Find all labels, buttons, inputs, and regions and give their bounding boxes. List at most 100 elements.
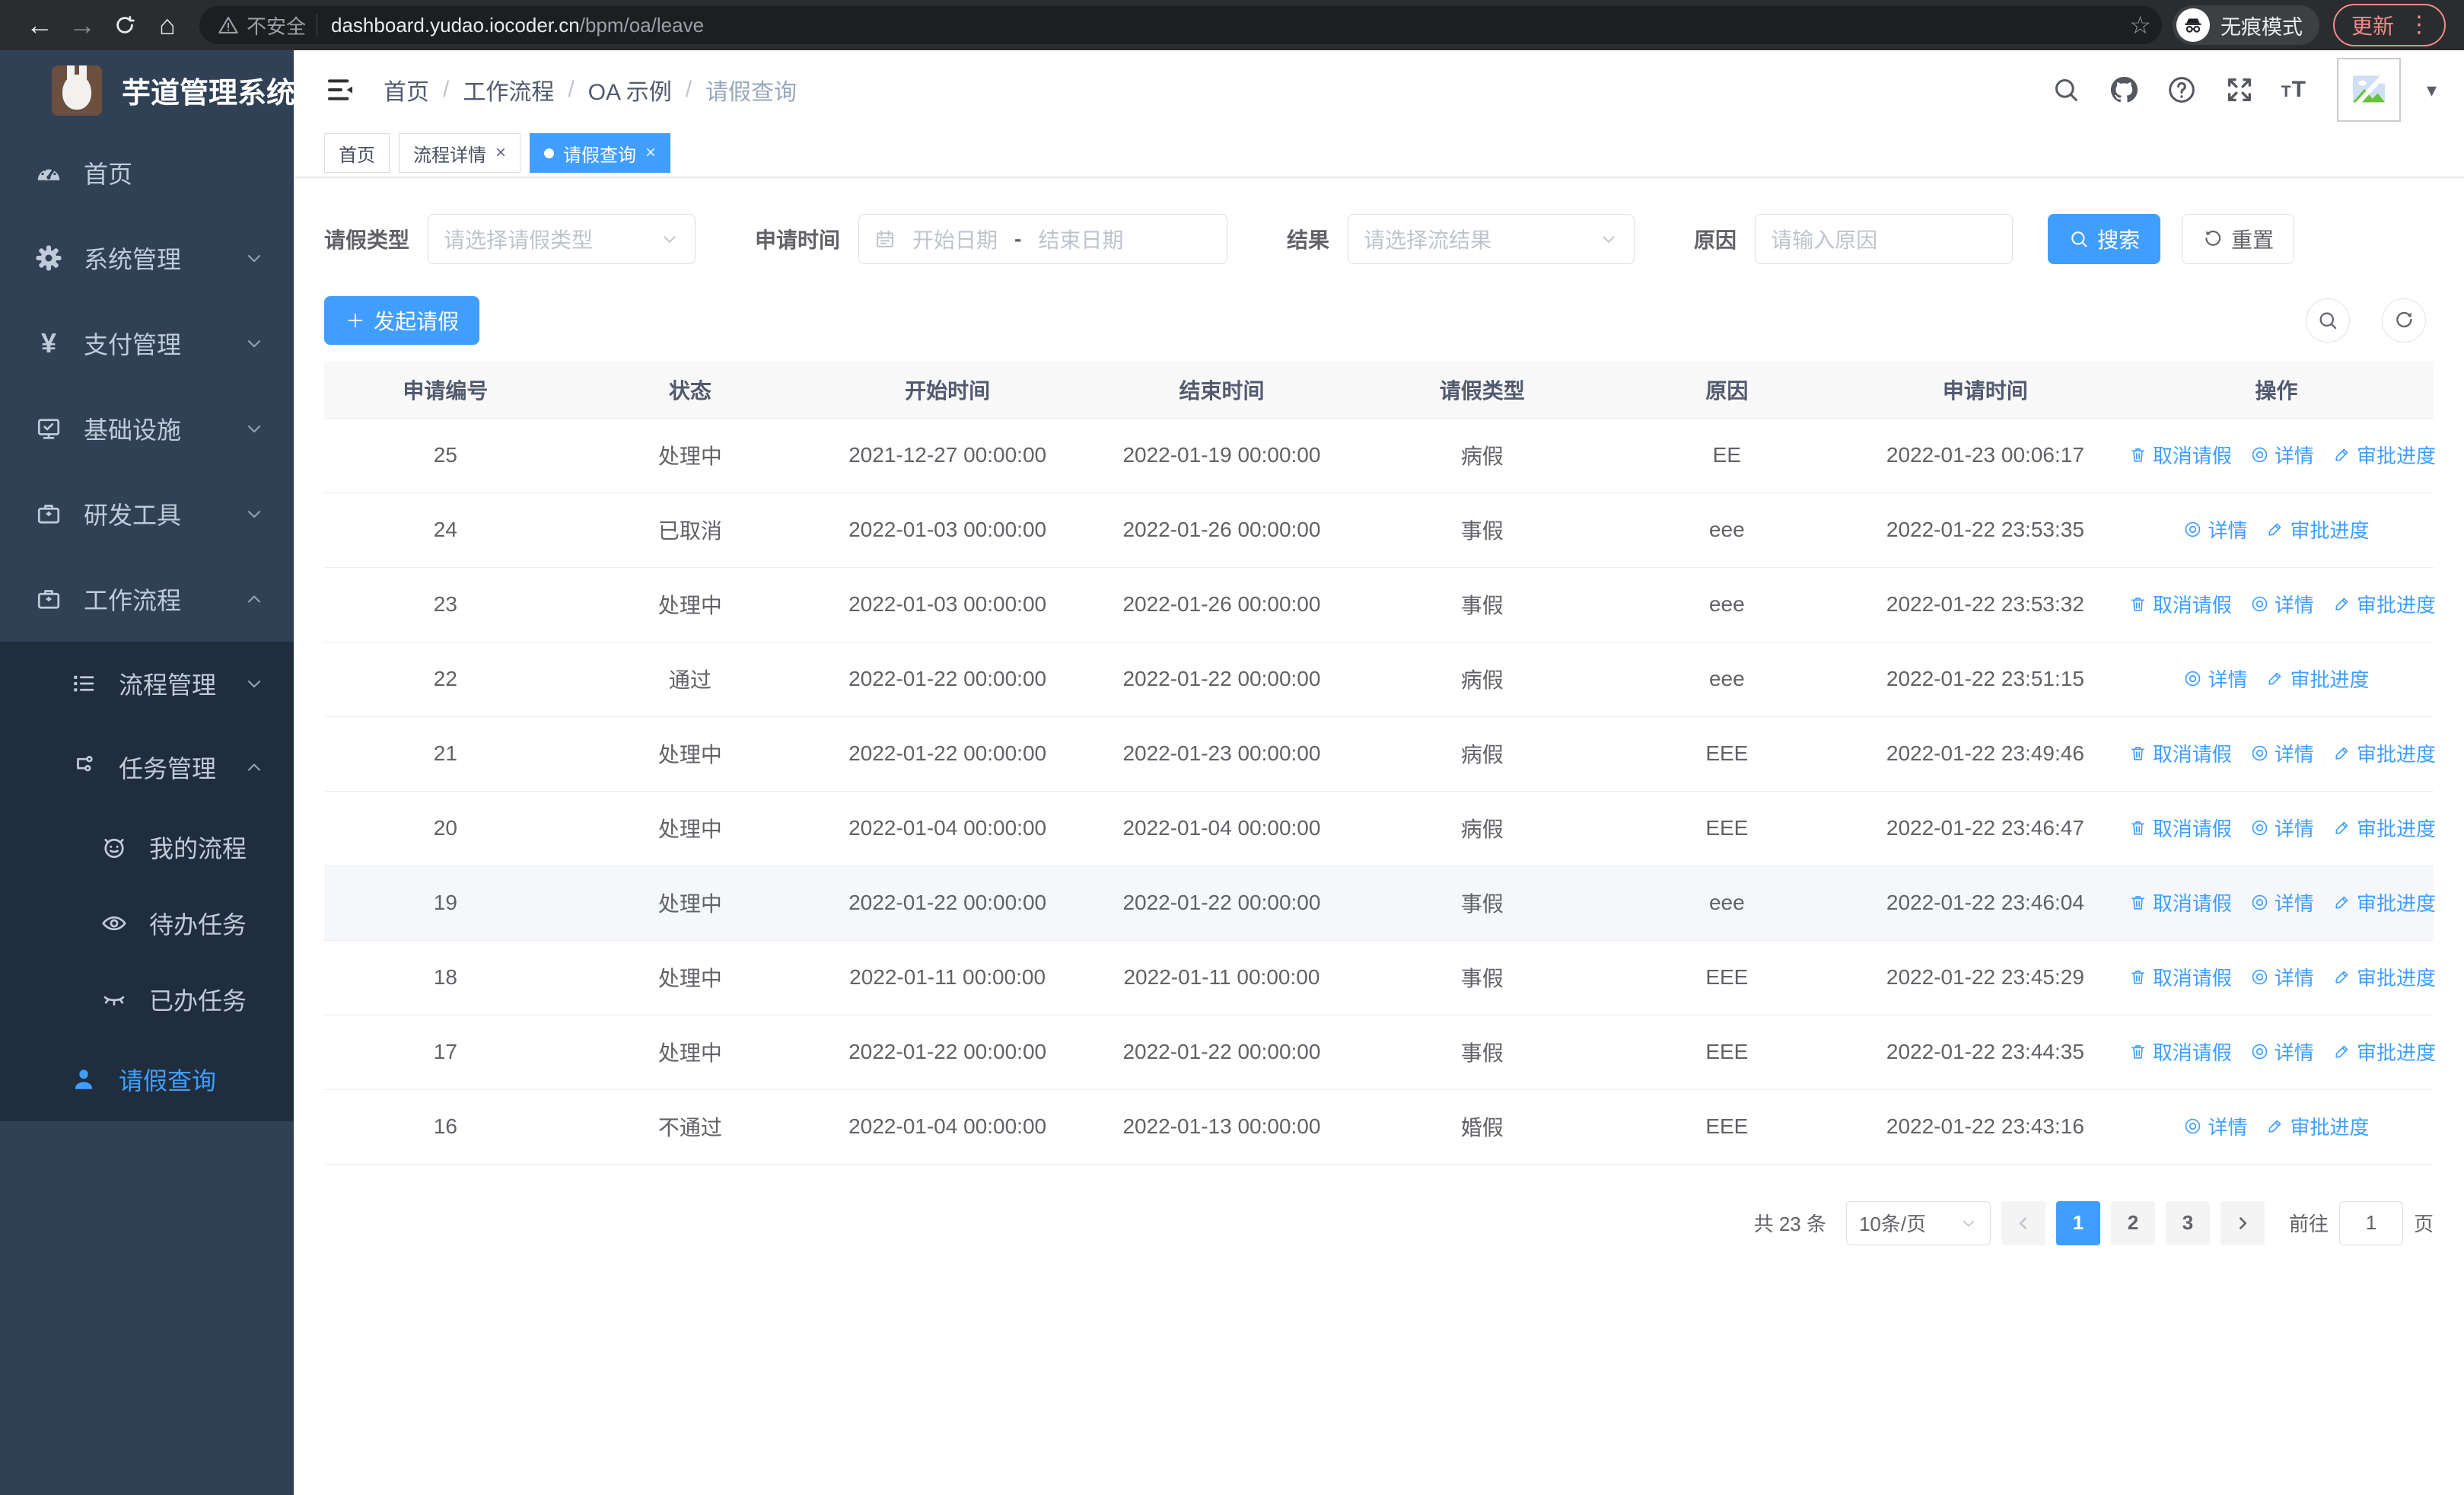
sidebar-item-todo-tasks[interactable]: 待办任务 bbox=[0, 885, 294, 961]
goto-page-input[interactable] bbox=[2338, 1200, 2403, 1245]
next-page-button[interactable] bbox=[2220, 1200, 2265, 1245]
tab-流程详情[interactable]: 流程详情 × bbox=[399, 133, 521, 173]
action-cancel-link[interactable]: 取消请假 bbox=[2128, 1038, 2232, 1066]
action-detail-link[interactable]: 详情 bbox=[2183, 665, 2247, 693]
action-detail-link[interactable]: 详情 bbox=[2250, 590, 2314, 618]
tab-close-icon[interactable]: × bbox=[495, 142, 507, 163]
incognito-label: 无痕模式 bbox=[2220, 15, 2303, 39]
action-cancel-link[interactable]: 取消请假 bbox=[2128, 590, 2232, 618]
leave-type-select[interactable]: 请选择请假类型 bbox=[428, 214, 696, 264]
tab-首页[interactable]: 首页 bbox=[324, 133, 390, 173]
address-bar[interactable]: 不安全 dashboard.yudao.iocoder.cn/bpm/oa/le… bbox=[199, 6, 2162, 44]
action-detail-link[interactable]: 详情 bbox=[2250, 441, 2314, 469]
action-progress-link[interactable]: 审批进度 bbox=[2332, 963, 2436, 991]
sidebar-item-payment[interactable]: ¥ 支付管理 bbox=[0, 301, 294, 386]
collapse-sidebar-icon[interactable] bbox=[324, 75, 358, 105]
action-cancel-link[interactable]: 取消请假 bbox=[2128, 888, 2232, 916]
result-select[interactable]: 请选择流结果 bbox=[1348, 214, 1635, 264]
reset-button[interactable]: 重置 bbox=[2182, 214, 2295, 264]
page-button-3[interactable]: 3 bbox=[2165, 1200, 2210, 1245]
chevron-down-icon bbox=[244, 503, 265, 524]
create-leave-button[interactable]: 发起请假 bbox=[324, 296, 480, 345]
reason-input[interactable]: 请输入原因 bbox=[1755, 214, 2014, 264]
cell-actions: 取消请假 详情 审批进度 bbox=[2119, 716, 2436, 792]
browser-reload-icon[interactable] bbox=[103, 14, 146, 37]
action-progress-link[interactable]: 审批进度 bbox=[2332, 590, 2436, 618]
action-progress-link[interactable]: 审批进度 bbox=[2332, 441, 2436, 469]
apply-time-label: 申请时间 bbox=[755, 228, 841, 252]
browser-forward-icon[interactable]: → bbox=[68, 9, 96, 40]
refresh-table-button[interactable] bbox=[2382, 298, 2426, 343]
action-detail-link[interactable]: 详情 bbox=[2250, 739, 2314, 767]
action-progress-link[interactable]: 审批进度 bbox=[2265, 665, 2369, 693]
prev-page-button[interactable] bbox=[2001, 1200, 2045, 1245]
action-progress-link[interactable]: 审批进度 bbox=[2265, 515, 2369, 543]
help-icon[interactable] bbox=[2166, 74, 2198, 106]
github-icon[interactable] bbox=[2108, 74, 2140, 106]
cell-type: 事假 bbox=[1361, 492, 1603, 568]
table-header-cell: 请假类型 bbox=[1361, 362, 1603, 419]
action-detail-link[interactable]: 详情 bbox=[2250, 888, 2314, 916]
browser-home-icon[interactable]: ⌂ bbox=[159, 9, 176, 40]
action-cancel-link[interactable]: 取消请假 bbox=[2128, 739, 2232, 767]
sidebar-item-my-process[interactable]: 我的流程 bbox=[0, 809, 294, 885]
breadcrumb-item[interactable]: 首页 bbox=[384, 80, 429, 105]
cell-start: 2022-01-04 00:00:00 bbox=[813, 791, 1082, 866]
font-size-icon[interactable]: TT bbox=[2281, 77, 2306, 102]
action-cancel-link[interactable]: 取消请假 bbox=[2128, 963, 2232, 991]
sidebar-item-infrastructure[interactable]: 基础设施 bbox=[0, 386, 294, 471]
cell-start: 2022-01-22 00:00:00 bbox=[813, 1015, 1082, 1090]
cell-start: 2022-01-04 00:00:00 bbox=[813, 1089, 1082, 1165]
action-progress-link[interactable]: 审批进度 bbox=[2332, 814, 2436, 842]
sidebar-item-workflow[interactable]: 工作流程 bbox=[0, 556, 294, 642]
search-button[interactable]: 搜索 bbox=[2048, 214, 2161, 264]
logo-link[interactable]: 芋道管理系统 bbox=[0, 50, 295, 130]
cell-end: 2022-01-22 00:00:00 bbox=[1081, 642, 1362, 717]
sidebar-item-system[interactable]: 系统管理 bbox=[0, 215, 294, 301]
sidebar-item-dev-tools[interactable]: 研发工具 bbox=[0, 471, 294, 556]
breadcrumb-item[interactable]: OA 示例 bbox=[587, 80, 672, 105]
leave-type-label: 请假类型 bbox=[324, 228, 410, 252]
tab-请假查询[interactable]: 请假查询 × bbox=[530, 133, 671, 173]
url-host: dashboard.yudao.iocoder.cn bbox=[331, 13, 580, 37]
breadcrumb-item[interactable]: 工作流程 bbox=[463, 80, 555, 105]
action-progress-link[interactable]: 审批进度 bbox=[2332, 739, 2436, 767]
page-button-2[interactable]: 2 bbox=[2110, 1200, 2155, 1245]
cell-end: 2022-01-23 00:00:00 bbox=[1081, 716, 1362, 792]
sidebar-item-process-mgmt[interactable]: 流程管理 bbox=[0, 642, 294, 725]
action-detail-link[interactable]: 详情 bbox=[2183, 1112, 2247, 1140]
avatar-dropdown-caret[interactable]: ▾ bbox=[2426, 78, 2437, 101]
cell-applied: 2022-01-22 23:44:35 bbox=[1851, 1015, 2119, 1090]
action-cancel-link[interactable]: 取消请假 bbox=[2128, 814, 2232, 842]
page-size-select[interactable]: 10条/页 bbox=[1845, 1200, 1991, 1245]
action-detail-link[interactable]: 详情 bbox=[2250, 1038, 2314, 1066]
cell-actions: 取消请假 详情 审批进度 bbox=[2119, 1015, 2436, 1090]
cell-id: 19 bbox=[324, 865, 567, 941]
action-progress-link[interactable]: 审批进度 bbox=[2265, 1112, 2369, 1140]
toggle-search-button[interactable] bbox=[2306, 298, 2350, 343]
search-icon[interactable] bbox=[2050, 74, 2082, 106]
cell-id: 22 bbox=[324, 642, 567, 717]
action-detail-link[interactable]: 详情 bbox=[2250, 814, 2314, 842]
sidebar-item-task-mgmt[interactable]: 任务管理 bbox=[0, 725, 294, 809]
cell-type: 婚假 bbox=[1361, 1089, 1603, 1165]
apply-time-range-picker[interactable]: 开始日期 - 结束日期 bbox=[858, 214, 1228, 264]
list-icon bbox=[68, 670, 99, 697]
user-avatar[interactable] bbox=[2336, 58, 2401, 122]
action-progress-link[interactable]: 审批进度 bbox=[2332, 888, 2436, 916]
sidebar-item-leave-query[interactable]: 请假查询 bbox=[0, 1038, 294, 1121]
page-button-1[interactable]: 1 bbox=[2055, 1200, 2100, 1245]
tab-close-icon[interactable]: × bbox=[645, 142, 657, 163]
bookmark-star-icon[interactable]: ☆ bbox=[2129, 11, 2151, 39]
sidebar-item-done-tasks[interactable]: 已办任务 bbox=[0, 961, 294, 1038]
action-progress-link[interactable]: 审批进度 bbox=[2332, 1038, 2436, 1066]
browser-back-icon[interactable]: ← bbox=[26, 9, 53, 40]
browser-menu-icon[interactable]: ⋮ bbox=[2408, 12, 2431, 37]
browser-update-button[interactable]: 更新 ⋮ bbox=[2332, 4, 2446, 46]
fullscreen-icon[interactable] bbox=[2224, 74, 2255, 106]
sidebar-item-home[interactable]: 首页 bbox=[0, 130, 294, 215]
action-detail-link[interactable]: 详情 bbox=[2183, 515, 2247, 543]
action-detail-link[interactable]: 详情 bbox=[2250, 963, 2314, 991]
table-row: 20 处理中 2022-01-04 00:00:00 2022-01-04 00:00… bbox=[324, 791, 2436, 866]
action-cancel-link[interactable]: 取消请假 bbox=[2128, 441, 2232, 469]
